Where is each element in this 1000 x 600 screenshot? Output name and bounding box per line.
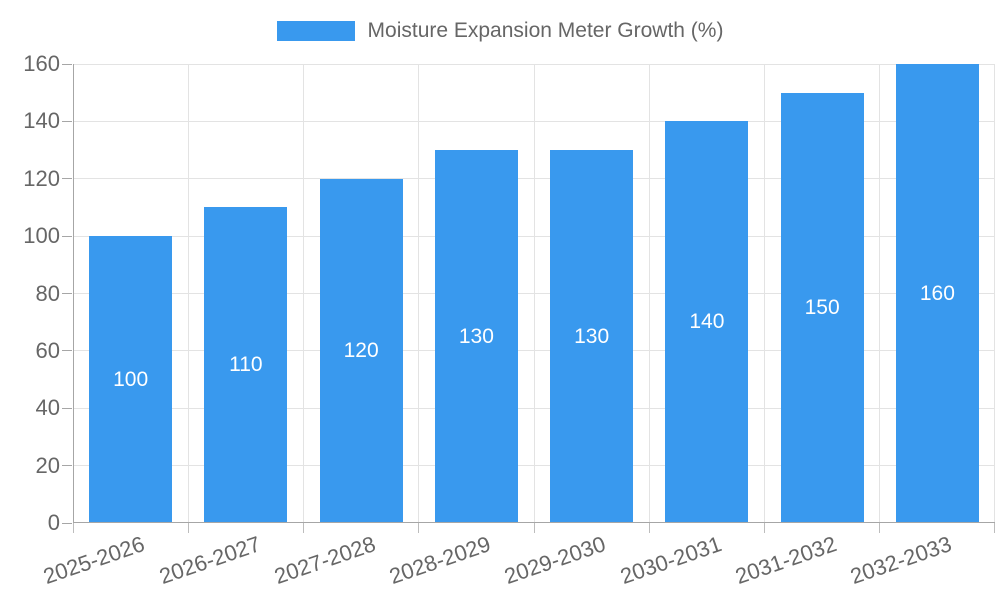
bar-value-label: 150 [804,295,840,319]
x-tick-label: 2026-2027 [155,531,264,590]
bar-value-label: 160 [919,281,955,305]
x-tick-label: 2032-2033 [847,531,955,590]
x-tick-mark [764,523,765,533]
x-gridline [418,64,420,523]
y-tick-label: 140 [23,108,60,134]
x-tick-mark [648,523,650,533]
y-tick-label: 20 [35,452,60,478]
bar-value-label: 120 [343,338,379,362]
chart-legend[interactable]: Moisture Expansion Meter Growth (%) [0,16,1000,46]
bar-value-label: 110 [229,353,263,377]
bar-2027-2028[interactable]: 120 [319,178,403,523]
legend-swatch-icon [276,21,355,41]
bar-2031-2032[interactable]: 150 [780,92,864,523]
legend-label: Moisture Expansion Meter Growth (%) [367,19,724,42]
y-tick-mark [62,178,72,180]
x-gridline [764,64,765,523]
x-tick-mark [533,523,535,533]
bar-2032-2033[interactable]: 160 [895,64,979,523]
y-tick-mark [62,120,72,122]
x-gridline [648,64,650,523]
bar-value-label: 140 [689,310,725,334]
y-tick-label: 80 [35,280,60,306]
bar-value-label: 130 [574,324,610,348]
x-tick-mark [303,523,304,533]
x-gridline [879,64,881,523]
y-tick-label: 160 [23,51,60,76]
plot-area: 0 20 40 60 80 100 120 140 160 100 110 120 130 130 140 1… [23,53,995,589]
bar-2028-2029[interactable]: 130 [434,150,518,523]
y-tick-label: 60 [35,337,60,363]
x-tick-mark [72,523,74,533]
y-tick-label: 100 [23,223,60,249]
y-tick-mark [62,465,72,467]
x-tick-mark [418,523,420,533]
x-tick-label: 2028-2029 [386,531,494,590]
y-tick-label: 40 [35,395,60,421]
x-gridline [303,64,304,523]
x-tick-mark [879,523,881,533]
x-tick-label: 2030-2031 [616,531,725,590]
y-tick-label: 120 [23,165,60,191]
bar-2025-2026[interactable]: 100 [89,236,173,523]
y-tick-label: 0 [47,510,60,535]
y-tick-mark [62,522,72,524]
bar-2026-2027[interactable]: 110 [204,207,288,523]
y-tick-mark [62,63,72,65]
bar-2030-2031[interactable]: 140 [665,121,749,523]
x-gridline [533,64,535,523]
bar-value-label: 130 [458,324,494,348]
x-tick-label: 2031-2032 [731,531,840,590]
x-tick-label: 2029-2030 [501,531,610,590]
x-gridline [993,64,995,523]
y-tick-mark [62,293,72,294]
y-tick-mark [62,350,72,352]
x-tick-mark [993,523,995,533]
x-gridline [187,64,189,523]
y-tick-mark [62,407,72,409]
x-tick-mark [187,523,189,533]
x-tick-label: 2025-2026 [40,531,149,590]
bar-2029-2030[interactable]: 130 [550,150,634,523]
x-tick-label: 2027-2028 [270,531,379,590]
y-tick-mark [62,235,72,237]
y-axis-line [73,64,74,523]
bar-value-label: 100 [113,367,149,391]
x-axis-line [73,522,995,523]
